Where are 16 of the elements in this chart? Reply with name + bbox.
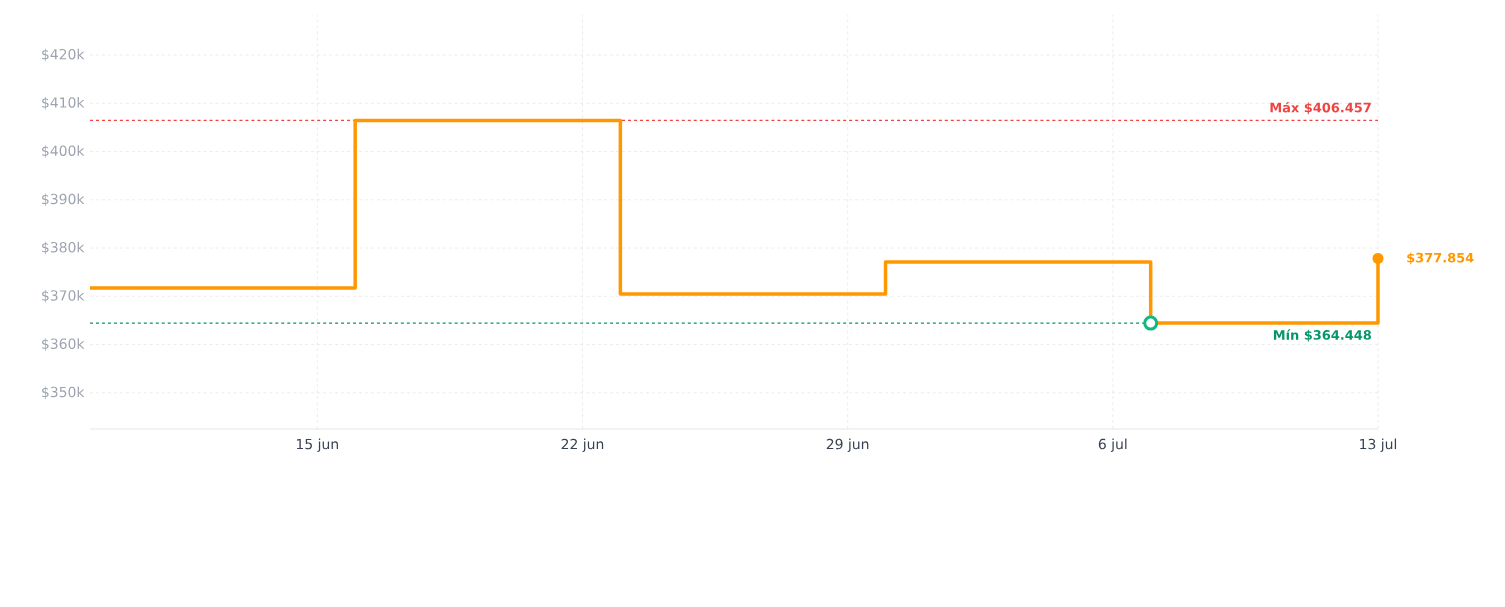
y-tick-label: $350k [42, 386, 85, 400]
x-tick-label: 22 jun [561, 438, 604, 453]
annotation: $377.854 [1407, 252, 1474, 265]
y-tick-label: $410k [42, 96, 85, 110]
y-tick-label: $420k [42, 48, 85, 62]
ref-line-label: Mín $364.448 [1273, 329, 1371, 342]
x-tick-label: 29 jun [826, 438, 869, 453]
y-tick-label: $370k [42, 289, 85, 303]
x-tick-label: 15 jun [296, 438, 338, 453]
x-tick-label: 13 jul [1360, 438, 1397, 453]
y-tick-label: $390k [42, 193, 85, 207]
ref-line-label: Máx $406.457 [1270, 101, 1371, 115]
x-tick-label: 6 jul [1098, 438, 1127, 453]
y-tick-label: $400k [42, 145, 85, 158]
y-tick-label: $380k [42, 241, 85, 255]
y-tick-label: $360k [42, 338, 85, 351]
